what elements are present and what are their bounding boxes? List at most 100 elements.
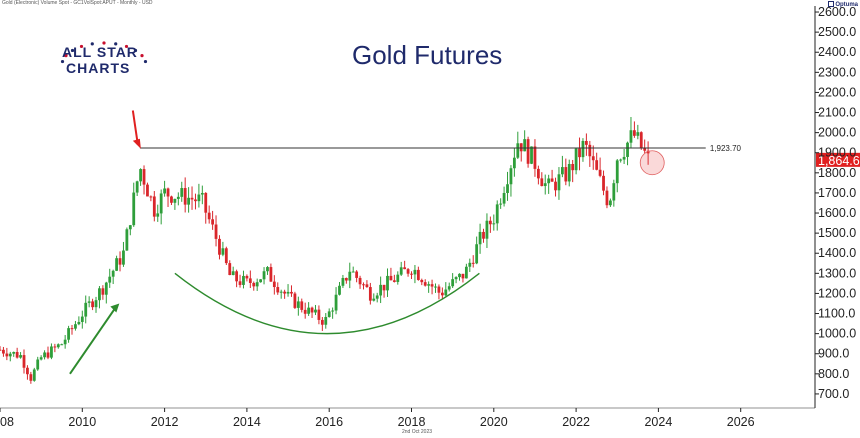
candle-body	[437, 286, 441, 293]
symbol-header: Gold (Electronic) Volume Spot - GC1VolSp…	[2, 0, 153, 6]
candle-body	[211, 219, 215, 225]
logo-star	[102, 41, 106, 45]
candle-body	[519, 143, 523, 152]
candle-body	[187, 197, 191, 205]
y-tick-label: 1200.0	[818, 286, 856, 300]
logo-star	[133, 48, 138, 53]
candle-body	[550, 178, 554, 182]
candle-body	[478, 231, 482, 245]
candle-body	[266, 267, 269, 272]
candle-body	[231, 271, 235, 276]
candle-body	[351, 271, 355, 273]
candle-body	[571, 163, 575, 171]
x-tick-label: 2018	[398, 415, 426, 429]
candle-body	[602, 175, 605, 191]
candle-body	[488, 220, 492, 225]
candle-body	[118, 258, 122, 265]
logo-star	[114, 42, 118, 46]
candle-body	[156, 213, 160, 217]
candle-body	[512, 157, 516, 169]
last-price-tag	[816, 152, 860, 167]
candle-body	[50, 346, 53, 358]
candle-body	[300, 301, 304, 310]
x-tick-label: 2010	[68, 415, 96, 429]
candle-body	[245, 275, 249, 279]
candle-body	[492, 223, 496, 225]
candle-body	[495, 204, 499, 224]
candle-body	[108, 276, 112, 283]
green-arrow-shaft	[69, 305, 118, 375]
candle-body	[502, 192, 506, 204]
candle-body	[142, 169, 146, 185]
logo-stars	[60, 41, 148, 64]
candle-body	[190, 197, 194, 200]
candle-body	[389, 275, 393, 281]
candle-body	[207, 212, 211, 220]
candle-body	[296, 301, 300, 308]
candle-body	[269, 267, 273, 282]
candle-body	[567, 163, 571, 182]
logo-star	[60, 59, 65, 64]
candle-body	[358, 277, 362, 285]
candle-body	[416, 269, 420, 280]
logo-line1: ALL STAR	[62, 44, 138, 60]
candle-body	[327, 311, 331, 317]
candle-body	[115, 258, 118, 271]
candle-body	[458, 273, 461, 278]
candle-body	[224, 248, 228, 264]
candle-body	[152, 196, 156, 217]
candle-body	[348, 271, 352, 281]
candle-body	[362, 284, 365, 286]
candle-body	[629, 130, 633, 143]
candle-body	[475, 244, 479, 264]
candle-body	[444, 289, 448, 296]
candle-body	[375, 295, 379, 299]
x-tick-label: 2020	[480, 415, 508, 429]
candle-body	[530, 146, 533, 164]
brand-label: Optuma	[828, 1, 858, 8]
candle-body	[204, 192, 208, 213]
candle-body	[166, 188, 170, 197]
candle-body	[252, 282, 256, 287]
chart-title: Gold Futures	[352, 40, 503, 70]
candle-body	[543, 183, 547, 187]
candle-body	[200, 192, 204, 195]
candle-body	[314, 309, 317, 313]
candle-body	[255, 282, 259, 287]
y-tick-label: 1800.0	[818, 166, 856, 180]
candle-body	[471, 262, 475, 264]
red-arrow-shaft	[131, 110, 139, 145]
logo-star	[70, 48, 75, 53]
candle-body	[242, 275, 245, 285]
resistance-label: 1,923.70	[710, 144, 742, 153]
candle-body	[248, 278, 252, 283]
candle-body	[8, 353, 12, 357]
candle-body	[22, 355, 26, 368]
candle-body	[588, 144, 592, 157]
candle-body	[331, 310, 335, 312]
candle-body	[293, 293, 297, 308]
candle-body	[91, 301, 94, 308]
candle-body	[324, 316, 328, 325]
candle-body	[214, 224, 218, 239]
candle-body	[29, 374, 33, 381]
candle-body	[526, 139, 530, 164]
candle-body	[111, 270, 115, 277]
candle-body	[173, 198, 177, 203]
candle-body	[547, 178, 551, 184]
candle-body	[0, 349, 2, 351]
candle-body	[279, 291, 283, 293]
y-tick-label: 2000.0	[818, 126, 856, 140]
candle-body	[454, 277, 458, 280]
y-tick-label: 2100.0	[818, 106, 856, 120]
candle-body	[626, 142, 629, 157]
candle-body	[338, 285, 341, 295]
candle-body	[32, 369, 36, 381]
candle-body	[581, 140, 585, 158]
candle-body	[67, 328, 70, 340]
x-tick-label: 2008	[0, 415, 14, 429]
y-tick-label: 1900.0	[818, 146, 856, 160]
candle-body	[101, 288, 105, 295]
candle-body	[98, 288, 101, 301]
